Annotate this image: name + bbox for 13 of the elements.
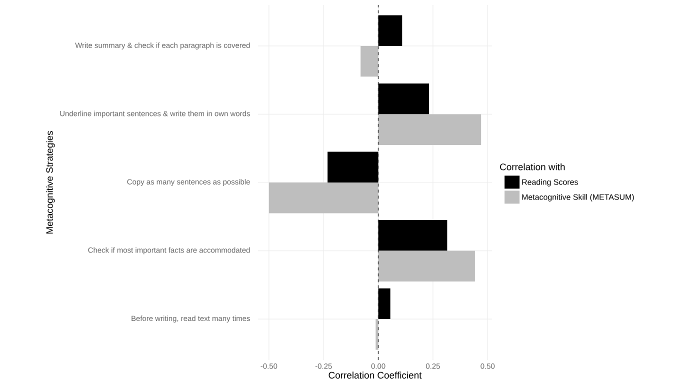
legend-title: Correlation with [500, 163, 565, 170]
bar [328, 152, 378, 182]
bar [378, 15, 402, 46]
y-axis-title: Metacognitive Strategies [46, 131, 55, 234]
bar [360, 46, 378, 77]
bar [378, 220, 448, 251]
bar [378, 84, 430, 114]
bar [376, 319, 378, 350]
bar [268, 182, 378, 214]
bar [378, 250, 475, 282]
x-axis-title: Correlation Coefficient [328, 372, 422, 379]
bar [378, 114, 482, 145]
bar [378, 288, 390, 320]
